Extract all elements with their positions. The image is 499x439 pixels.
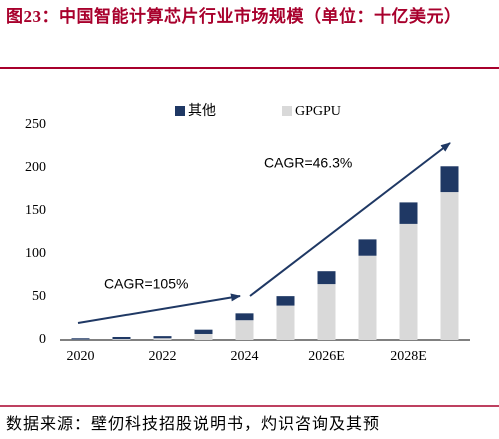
legend-swatch bbox=[175, 106, 185, 116]
y-tick-label: 50 bbox=[32, 289, 46, 304]
bar-segment bbox=[235, 320, 254, 340]
x-tick-label: 2022 bbox=[149, 349, 177, 364]
bar-segment bbox=[358, 255, 377, 340]
bar-segment bbox=[276, 296, 295, 306]
arrow bbox=[249, 142, 451, 297]
source-note: 数据来源：壁仞科技招股说明书，灼识咨询及其预 bbox=[6, 416, 381, 433]
bar-segment bbox=[440, 166, 459, 193]
bar-segment bbox=[440, 192, 459, 340]
annotation: CAGR=105% bbox=[104, 276, 188, 292]
y-tick-label: 150 bbox=[25, 203, 46, 218]
bar-segment bbox=[317, 284, 336, 340]
bar-segment bbox=[153, 338, 172, 340]
legend-label: 其他 bbox=[188, 103, 216, 119]
bar-segment bbox=[399, 223, 418, 340]
bar-segment bbox=[112, 339, 131, 340]
bar-segment bbox=[194, 333, 213, 340]
bar-segment bbox=[399, 202, 418, 224]
arrow bbox=[77, 293, 241, 324]
x-tick-label: 2020 bbox=[67, 349, 95, 364]
y-tick-label: 250 bbox=[25, 117, 46, 132]
x-tick-label: 2026E bbox=[308, 349, 345, 364]
y-tick-label: 200 bbox=[25, 160, 46, 175]
y-tick-label: 100 bbox=[25, 246, 46, 261]
bar-segment bbox=[194, 329, 213, 334]
chart-title: 图23：中国智能计算芯片行业市场规模（单位：十亿美元） bbox=[6, 7, 462, 26]
bar-segment bbox=[112, 336, 131, 340]
x-tick-label: 2024 bbox=[231, 349, 259, 364]
x-tick-label: 2028E bbox=[390, 349, 427, 364]
bar-segment bbox=[235, 313, 254, 321]
legend-swatch bbox=[282, 106, 292, 116]
legend-label: GPGPU bbox=[295, 104, 341, 119]
bar-segment bbox=[153, 336, 172, 339]
bar-segment bbox=[317, 271, 336, 285]
y-tick-label: 0 bbox=[39, 332, 46, 347]
annotation: CAGR=46.3% bbox=[264, 155, 352, 171]
bar-segment bbox=[276, 305, 295, 340]
bar-segment bbox=[358, 239, 377, 256]
bar-segment bbox=[71, 338, 90, 340]
